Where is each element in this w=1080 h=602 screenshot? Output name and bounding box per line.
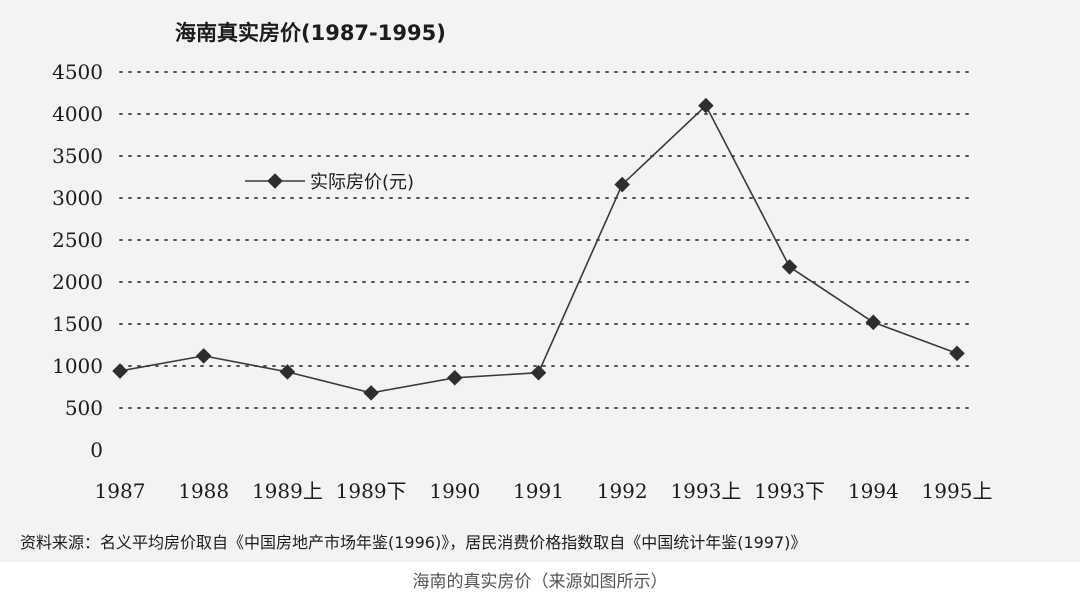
x-tick-label: 1987 xyxy=(95,479,146,503)
x-tick-label: 1993下 xyxy=(754,479,825,503)
data-point xyxy=(781,259,798,275)
y-tick-label: 1000 xyxy=(52,354,103,378)
x-tick-label: 1994 xyxy=(848,479,899,503)
data-point xyxy=(949,345,965,362)
x-tick-label: 1995上 xyxy=(922,479,993,503)
data-point xyxy=(195,348,212,364)
y-tick-label: 0 xyxy=(90,438,103,462)
chart-title: 海南真实房价(1987-1995) xyxy=(175,21,446,45)
y-tick-label: 2000 xyxy=(52,270,103,294)
data-point xyxy=(530,364,547,381)
y-tick-label: 4000 xyxy=(52,102,103,126)
data-point xyxy=(614,176,630,193)
y-tick-label: 1500 xyxy=(52,312,103,336)
legend-label: 实际房价(元) xyxy=(310,172,414,193)
source-note: 资料来源：名义平均房价取自《中国房地产市场年鉴(1996)》，居民消费价格指数取… xyxy=(20,533,806,552)
x-tick-label: 1992 xyxy=(597,479,648,503)
data-point xyxy=(112,363,128,379)
legend: 实际房价(元) xyxy=(245,172,414,193)
figure-caption: 海南的真实房价（来源如图所示） xyxy=(0,562,1080,598)
y-tick-label: 4500 xyxy=(52,60,103,84)
y-tick-label: 3000 xyxy=(52,186,103,210)
x-tick-label: 1990 xyxy=(429,479,480,503)
data-point xyxy=(363,385,379,401)
y-tick-label: 500 xyxy=(65,396,103,420)
line-chart: 海南真实房价(1987-1995) 0 500 1000 1500 2000 2500 30… xyxy=(20,21,993,552)
data-point xyxy=(447,369,463,386)
y-tick-label: 3500 xyxy=(52,144,103,168)
data-point xyxy=(865,314,882,331)
y-tick-label: 2500 xyxy=(52,228,103,252)
legend-marker xyxy=(267,173,283,189)
x-tick-label: 1993上 xyxy=(670,479,741,503)
x-tick-label: 1989上 xyxy=(252,479,323,503)
x-tick-label: 1988 xyxy=(178,479,229,503)
x-tick-label: 1991 xyxy=(513,479,564,503)
x-tick-label: 1989下 xyxy=(336,479,407,503)
chart-scan: 海南真实房价(1987-1995) 0 500 1000 1500 2000 2500 30… xyxy=(0,0,1080,562)
series-line xyxy=(119,104,958,394)
